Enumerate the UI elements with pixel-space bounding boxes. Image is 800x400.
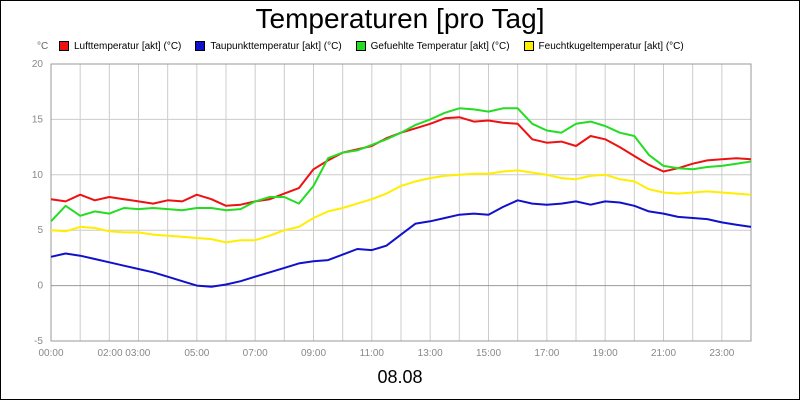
legend-swatch [523, 41, 534, 51]
chart-title: Temperaturen [pro Tag] [255, 3, 545, 34]
plot-border [50, 63, 752, 342]
x-tick-label: 13:00 [418, 348, 443, 359]
legend-item: Lufttemperatur [akt] (°C) [59, 39, 181, 53]
y-tick-label: 20 [32, 59, 44, 70]
legend-label: Taupunkttemperatur [akt] (°C) [210, 40, 342, 52]
x-tick-label: 11:00 [360, 348, 385, 359]
x-tick-label: 09:00 [301, 348, 326, 359]
x-tick-label: 15:00 [476, 348, 501, 359]
x-tick-label: 00:00 [38, 348, 63, 359]
legend-label: Lufttemperatur [akt] (°C) [74, 40, 182, 52]
legend-label: Feuchtkugeltemperatur [akt] (°C) [538, 40, 684, 52]
x-tick-label: 07:00 [243, 348, 268, 359]
series-line-3 [50, 107, 752, 222]
x-tick-label: 02:00 03:00 [98, 348, 151, 359]
series-line-2 [50, 199, 752, 288]
x-tick-label: 21:00 [651, 348, 676, 359]
legend-item: Feuchtkugeltemperatur [akt] (°C) [523, 39, 684, 53]
legend-item: Gefuehlte Temperatur [akt] (°C) [355, 39, 510, 53]
y-tick-label: -5 [34, 336, 43, 347]
y-tick-label: 10 [32, 170, 44, 181]
x-tick-label: 19:00 [593, 348, 618, 359]
y-tick-label: 15 [32, 114, 44, 125]
y-axis-unit: °C [37, 41, 49, 52]
legend: Lufttemperatur [akt] (°C) Taupunkttempera… [59, 39, 684, 53]
legend-label: Gefuehlte Temperatur [akt] (°C) [370, 40, 510, 52]
x-tick-label: 23:00 [709, 348, 734, 359]
legend-swatch [195, 41, 206, 51]
x-tick-label: 05:00 [184, 348, 209, 359]
y-tick-label: 5 [37, 225, 43, 236]
date-label: 08.08 [377, 367, 423, 387]
legend-swatch [59, 41, 69, 51]
series-line-4 [50, 169, 752, 244]
y-tick-label: 0 [37, 281, 43, 292]
legend-item: Taupunkttemperatur [akt] (°C) [195, 39, 342, 53]
legend-swatch [355, 41, 366, 51]
x-tick-label: 17:00 [534, 348, 559, 359]
